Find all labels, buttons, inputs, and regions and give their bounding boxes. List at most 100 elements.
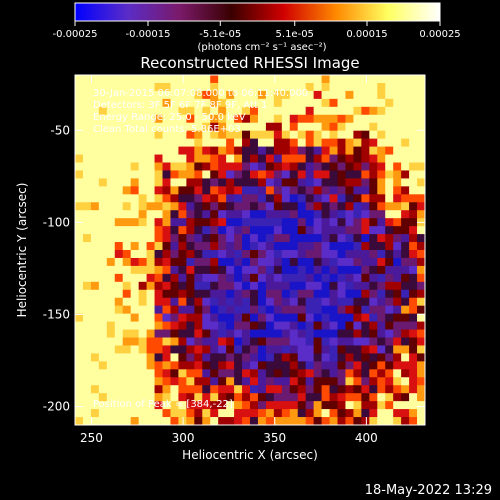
heatmap-cell bbox=[385, 170, 394, 180]
heatmap-cell bbox=[194, 242, 203, 251]
heatmap-cell bbox=[170, 321, 180, 331]
heatmap-cell bbox=[194, 409, 203, 418]
heatmap-cell bbox=[138, 122, 148, 132]
heatmap-cell bbox=[98, 154, 108, 164]
heatmap-cell bbox=[90, 321, 100, 331]
heatmap-cell bbox=[377, 162, 386, 172]
heatmap-cell bbox=[226, 265, 235, 275]
heatmap-cell bbox=[122, 202, 132, 211]
heatmap-cell bbox=[130, 202, 140, 211]
heatmap-cell bbox=[329, 281, 339, 291]
heatmap-cell bbox=[297, 401, 307, 410]
heatmap-cell bbox=[170, 409, 180, 418]
heatmap-cell bbox=[353, 353, 362, 362]
heatmap-cell bbox=[186, 393, 195, 402]
heatmap-cell bbox=[234, 106, 243, 116]
heatmap-cell bbox=[162, 234, 172, 243]
heatmap-cell bbox=[154, 202, 164, 211]
heatmap-cell bbox=[337, 297, 347, 307]
heatmap-cell bbox=[210, 138, 219, 148]
heatmap-cell bbox=[194, 345, 203, 355]
heatmap-cell bbox=[138, 250, 148, 259]
heatmap-cell bbox=[194, 138, 203, 148]
heatmap-cell bbox=[329, 146, 339, 156]
heatmap-cell bbox=[305, 353, 315, 362]
heatmap-cell bbox=[337, 377, 347, 386]
heatmap-cell bbox=[154, 218, 164, 227]
heatmap-cell bbox=[401, 321, 410, 331]
heatmap-cell bbox=[170, 114, 180, 124]
heatmap-cell bbox=[202, 194, 211, 203]
heatmap-cell bbox=[106, 226, 116, 235]
heatmap-cell bbox=[90, 250, 100, 259]
heatmap-cell bbox=[154, 265, 164, 275]
heatmap-cell bbox=[82, 353, 92, 362]
heatmap-cell bbox=[313, 401, 323, 410]
heatmap-cell bbox=[265, 385, 275, 394]
heatmap-cell bbox=[90, 178, 100, 187]
heatmap-cell bbox=[98, 234, 108, 243]
heatmap-cell bbox=[297, 178, 307, 187]
heatmap-cell bbox=[329, 393, 339, 402]
heatmap-cell bbox=[82, 130, 92, 140]
heatmap-cell bbox=[75, 393, 84, 402]
heatmap-cell bbox=[90, 329, 100, 339]
heatmap-cell bbox=[202, 162, 211, 172]
heatmap-cell bbox=[385, 106, 394, 116]
heatmap-cell bbox=[130, 393, 140, 402]
heatmap-cell bbox=[114, 226, 124, 235]
heatmap-cell bbox=[409, 170, 418, 180]
heatmap-cell bbox=[353, 154, 362, 164]
heatmap-cell bbox=[154, 289, 164, 299]
heatmap-cell bbox=[313, 369, 323, 378]
heatmap-cell bbox=[242, 75, 251, 84]
heatmap-cell bbox=[321, 345, 331, 355]
heatmap-cell bbox=[162, 154, 172, 164]
heatmap-cell bbox=[401, 162, 410, 172]
heatmap-cell bbox=[409, 329, 418, 339]
heatmap-cell bbox=[305, 297, 315, 307]
heatmap-cell bbox=[361, 265, 370, 275]
heatmap-cell bbox=[75, 305, 84, 315]
heatmap-cell bbox=[305, 345, 315, 355]
heatmap-cell bbox=[417, 409, 425, 418]
heatmap-cell bbox=[90, 226, 100, 235]
heatmap-cell bbox=[154, 82, 164, 92]
heatmap-cell bbox=[210, 353, 219, 362]
heatmap-cell bbox=[297, 82, 307, 92]
heatmap-cell bbox=[122, 250, 132, 259]
heatmap-cell bbox=[154, 194, 164, 203]
heatmap-cell bbox=[361, 234, 370, 243]
heatmap-cell bbox=[417, 146, 425, 156]
heatmap-cell bbox=[369, 273, 378, 283]
heatmap-cell bbox=[194, 170, 203, 180]
heatmap-cell bbox=[114, 75, 124, 84]
heatmap-cell bbox=[257, 170, 267, 180]
heatmap-cell bbox=[257, 409, 267, 418]
heatmap-cell bbox=[226, 321, 235, 331]
heatmap-cell bbox=[106, 409, 116, 418]
heatmap-cell bbox=[257, 329, 267, 339]
heatmap-cell bbox=[90, 210, 100, 219]
heatmap-cell bbox=[202, 393, 211, 402]
heatmap-cell bbox=[226, 234, 235, 243]
heatmap-cell bbox=[82, 257, 92, 267]
heatmap-cell bbox=[369, 154, 378, 164]
heatmap-cell bbox=[345, 313, 355, 323]
heatmap-cell bbox=[250, 154, 259, 164]
heatmap-cell bbox=[250, 401, 259, 410]
heatmap-cell bbox=[250, 178, 259, 187]
heatmap-cell bbox=[257, 321, 267, 331]
heatmap-cell bbox=[393, 257, 402, 267]
heatmap-cell bbox=[353, 98, 362, 108]
x-tick-label: 300 bbox=[172, 431, 195, 445]
heatmap-cell bbox=[138, 178, 148, 187]
heatmap-cell bbox=[194, 377, 203, 386]
heatmap-cell bbox=[75, 186, 84, 195]
heatmap-cell bbox=[242, 361, 251, 370]
heatmap-cell bbox=[226, 345, 235, 355]
heatmap-cell bbox=[329, 337, 339, 347]
heatmap-cell bbox=[226, 114, 235, 124]
heatmap-cell bbox=[106, 242, 116, 251]
heatmap-cell bbox=[345, 329, 355, 339]
